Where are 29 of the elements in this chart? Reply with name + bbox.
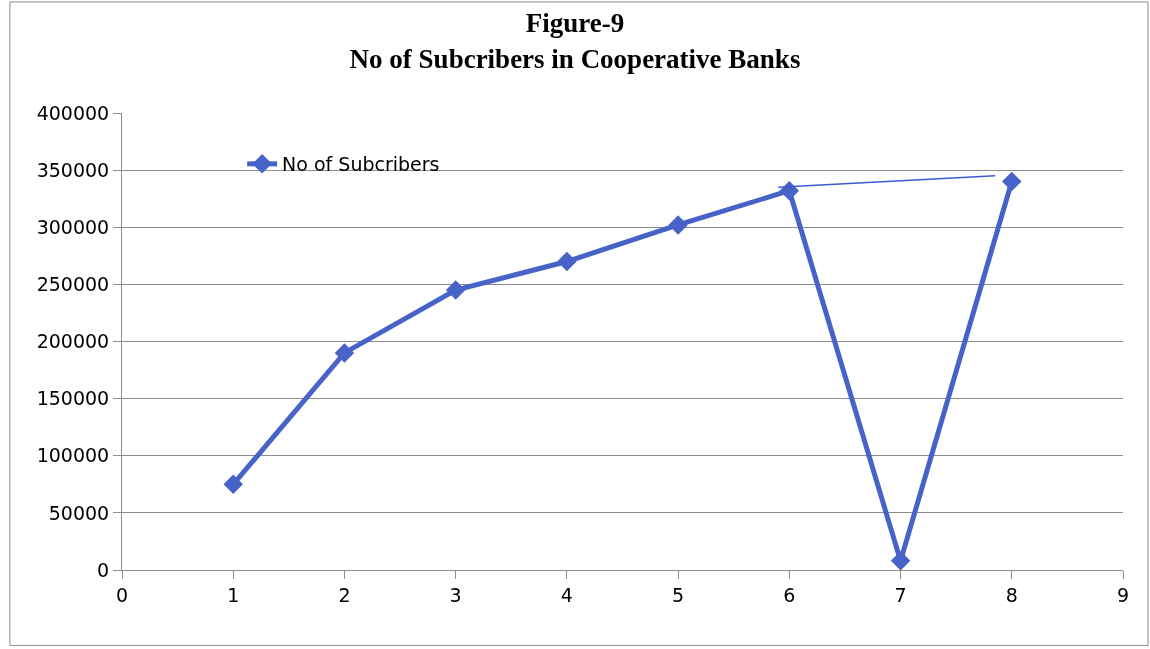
point xyxy=(668,215,688,235)
x-tick-label: 3 xyxy=(449,583,462,606)
x-tick-label: 9 xyxy=(1116,583,1130,606)
y-tick-label: 150000 xyxy=(36,387,110,410)
x-tick-label: 8 xyxy=(1005,583,1018,606)
y-tick-label: 350000 xyxy=(36,158,110,181)
point xyxy=(334,343,355,363)
y-tick-label: 100000 xyxy=(36,444,110,467)
point xyxy=(557,251,577,272)
x-tick-label: 4 xyxy=(560,583,573,606)
point xyxy=(779,180,800,201)
chart-title: Figure-9 No of Subcribers in Cooperative Banks xyxy=(349,8,801,74)
x-tick-label: 7 xyxy=(894,583,907,606)
x-tick-label: 6 xyxy=(783,583,796,606)
y-tick-label: 50000 xyxy=(48,501,110,524)
x-tick-label: 5 xyxy=(672,583,685,606)
point xyxy=(223,474,243,495)
point xyxy=(445,280,466,300)
y-tick-label: 200000 xyxy=(36,330,110,353)
point xyxy=(890,551,911,571)
y-tick-label: 400000 xyxy=(36,101,110,124)
point xyxy=(1002,171,1022,192)
x-tick-label: 1 xyxy=(227,583,240,606)
y-tick-label: 300000 xyxy=(36,215,110,238)
y-tick-label: 250000 xyxy=(36,273,110,296)
x-tick-label: 0 xyxy=(115,583,129,606)
y-tick-label: 0 xyxy=(97,558,110,581)
x-tick-label: 2 xyxy=(338,583,351,606)
legend-label: No of Subcribers xyxy=(282,153,440,176)
